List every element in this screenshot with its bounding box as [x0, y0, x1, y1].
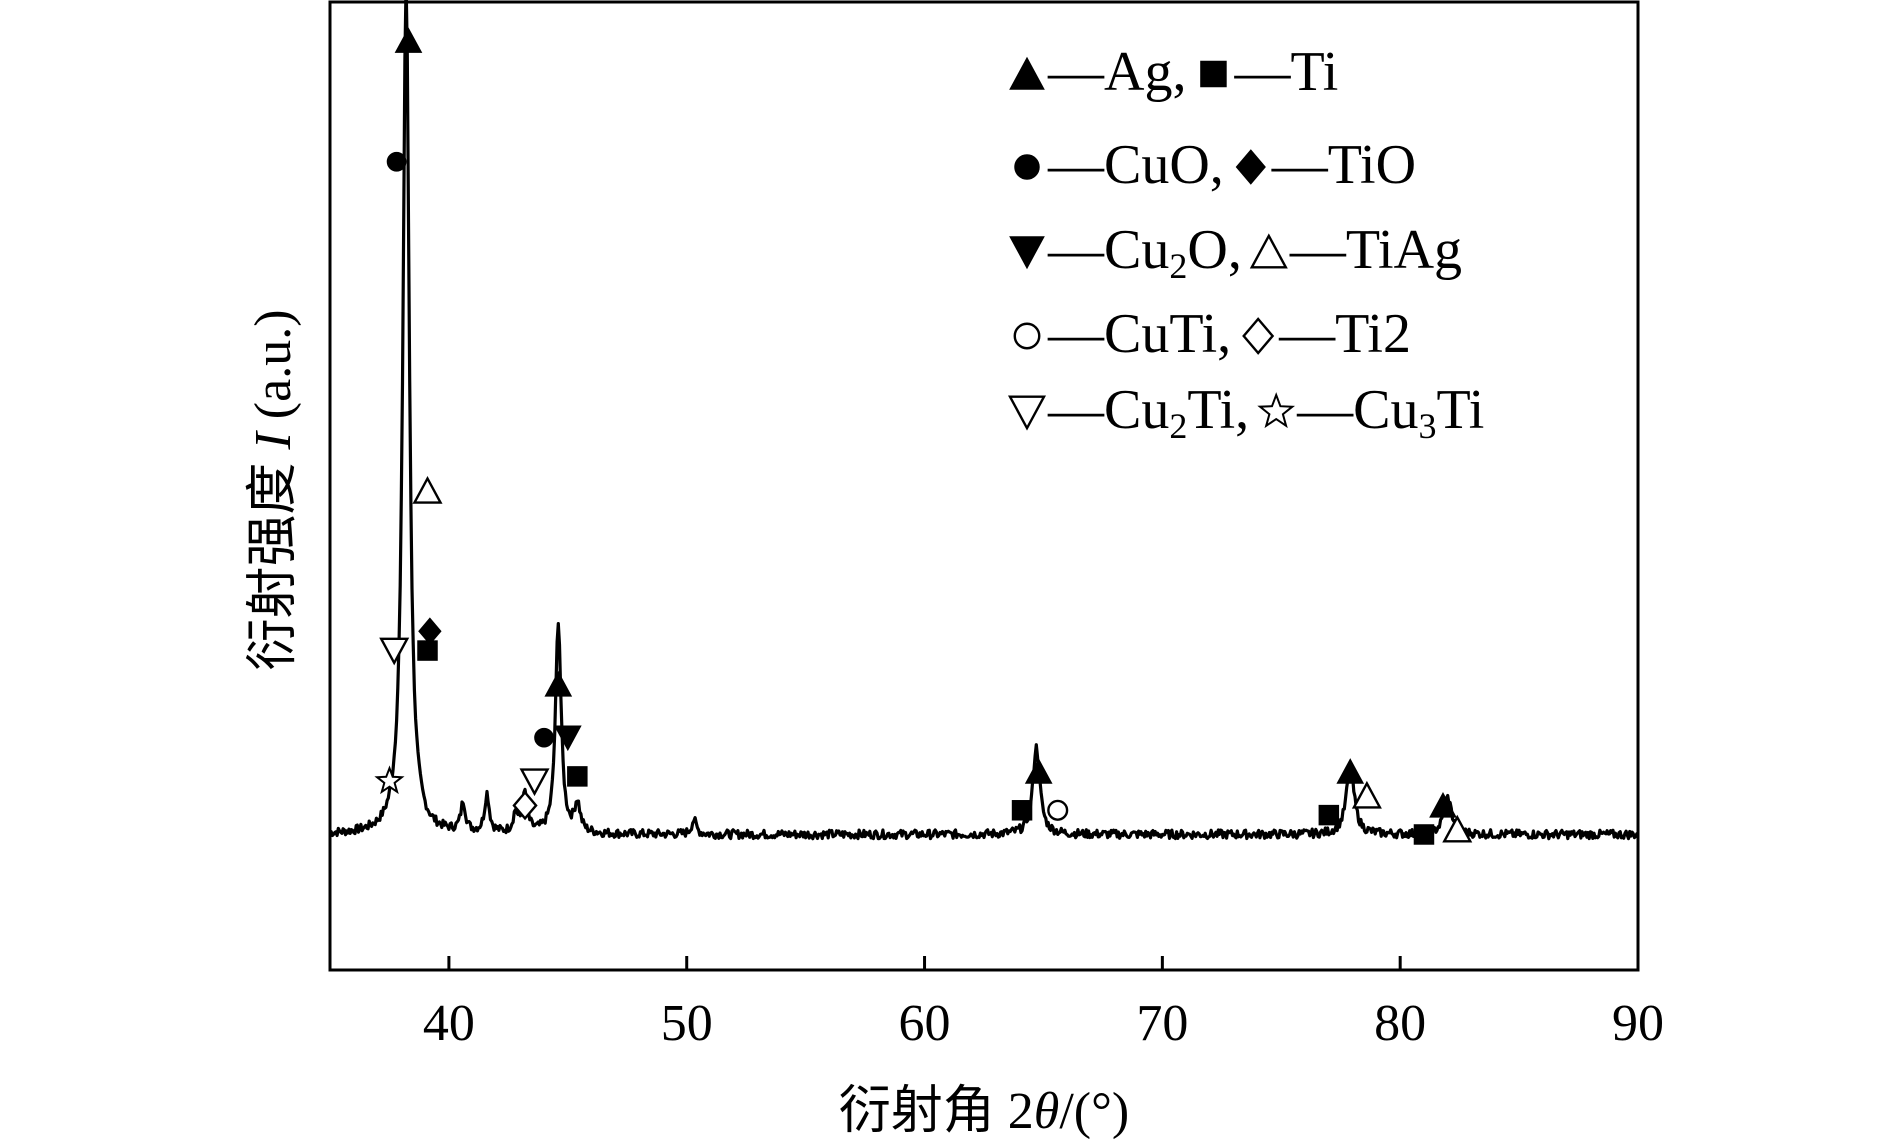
open-inverted-triangle-marker: [379, 637, 410, 666]
filled-square-marker: [1318, 804, 1340, 826]
filled-square-marker: [1413, 824, 1435, 845]
open-diamond-marker: [1242, 317, 1275, 355]
filled-triangle-marker: [1336, 758, 1365, 784]
legend-entry-label: —Cu3Ti: [1296, 379, 1484, 446]
filled-diamond-marker: [418, 617, 442, 645]
legend: —Ag, —Ti—CuO, —TiO —Cu2O, —TiAg —CuTi, —Ti2 —Cu…: [1007, 41, 1484, 446]
filled-square-marker: [567, 766, 588, 787]
open-triangle-marker: [1249, 233, 1288, 269]
y-axis-label: 衍射强度 I (a.u.): [245, 309, 302, 670]
open-triangle-marker: [1442, 814, 1473, 843]
x-axis-label: 衍射角 2θ/(°): [839, 1083, 1129, 1140]
x-axis-label-prefix: 衍射角 2: [839, 1083, 1034, 1140]
peak-markers: [374, 27, 1473, 845]
legend-entry-label: —TiAg: [1289, 219, 1462, 281]
open-triangle-marker: [412, 475, 443, 504]
x-tick-label: 90: [1612, 995, 1664, 1052]
plot-frame: [328, 0, 1640, 972]
open-inverted-triangle-marker: [519, 768, 550, 797]
legend-entry-label: —CuO,: [1047, 134, 1224, 196]
x-axis-label-symbol: θ: [1034, 1083, 1060, 1140]
x-axis-label-suffix: /(°): [1059, 1083, 1129, 1140]
legend-entry-label: —Ti: [1233, 41, 1338, 103]
y-axis-label-suffix: (a.u.): [245, 309, 302, 432]
filled-inverted-triangle-marker: [1009, 236, 1045, 270]
x-axis-ticks: 40 50 60 70 80 90: [423, 956, 1664, 1052]
filled-inverted-triangle-marker: [553, 725, 582, 752]
open-triangle-marker: [1351, 780, 1382, 809]
filled-triangle-marker: [1024, 758, 1053, 784]
x-tick-label: 50: [661, 995, 713, 1052]
legend-entry-label: —Cu2O,: [1047, 219, 1242, 286]
y-axis-label-symbol: I: [245, 430, 302, 451]
filled-circle-marker: [534, 727, 554, 748]
filled-triangle-marker: [1429, 792, 1457, 818]
open-star-marker: [1257, 392, 1296, 429]
filled-triangle-marker: [394, 27, 423, 53]
legend-entry-label: —Ag,: [1047, 41, 1186, 103]
filled-triangle-marker: [1009, 56, 1045, 90]
filled-circle-marker: [386, 151, 407, 172]
open-diamond-marker: [512, 790, 538, 821]
open-circle-marker: [1047, 799, 1069, 821]
y-axis-label-prefix: 衍射强度: [245, 450, 302, 671]
filled-triangle-marker: [544, 671, 573, 697]
filled-square-marker: [1011, 800, 1033, 821]
legend-entry-label: —CuTi,: [1047, 303, 1231, 365]
open-star-marker: [374, 765, 405, 795]
filled-square-marker: [417, 640, 438, 661]
filled-diamond-marker: [1235, 149, 1266, 185]
filled-circle-marker: [1014, 154, 1040, 180]
x-tick-label: 40: [423, 995, 475, 1052]
legend-entry-label: —Ti2: [1278, 303, 1411, 365]
legend-entry-label: —Cu2Ti,: [1047, 379, 1249, 446]
open-circle-marker: [1013, 322, 1041, 350]
x-tick-label: 70: [1136, 995, 1188, 1052]
open-inverted-triangle-marker: [1007, 395, 1047, 431]
x-tick-label: 80: [1374, 995, 1426, 1052]
legend-entry-label: —TiO: [1271, 134, 1416, 196]
filled-square-marker: [1200, 60, 1227, 88]
x-tick-label: 60: [899, 995, 951, 1052]
